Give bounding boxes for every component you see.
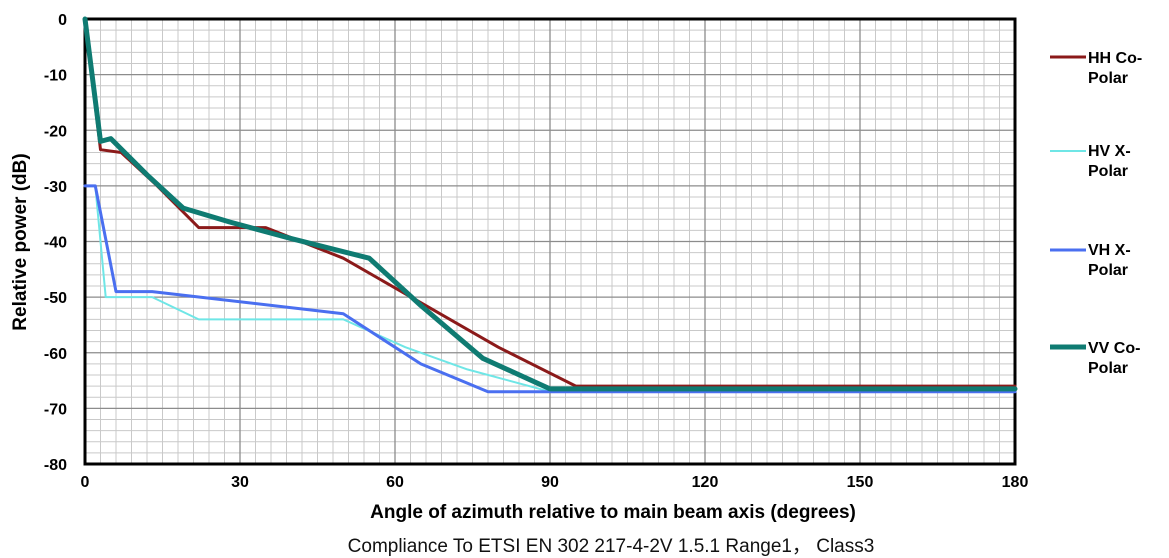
series-line-vv [82,16,1018,392]
legend-label-vv-1: VV Co- [1088,340,1140,357]
y-tick-labels: 0 -10 -20 -30 -40 -50 -60 -70 -80 [44,12,67,474]
legend-label-vh-1: VH X- [1088,242,1131,259]
x-tick-label: 30 [231,474,249,491]
series-line-vh [83,184,1017,394]
y-tick-label: -80 [44,457,67,474]
x-tick-label: 180 [1002,474,1029,491]
x-axis-title: Angle of azimuth relative to main beam a… [370,502,856,523]
y-tick-label: -40 [44,235,67,252]
y-axis-title: Relative power (dB) [10,153,31,330]
legend-label-hh-2: Polar [1088,70,1128,87]
series-line-hv [84,184,1016,393]
plot-area-border [83,17,1017,466]
y-tick-label: -10 [44,68,67,85]
legend-label-hv-2: Polar [1088,163,1128,180]
legend-label-vv-2: Polar [1088,360,1128,377]
x-tick-label: 120 [692,474,719,491]
x-tick-labels: 0 30 60 90 120 150 180 [81,474,1029,491]
legend: HH Co- Polar HV X- Polar VH X- Polar VV … [1050,50,1142,377]
x-tick-label: 0 [81,474,90,491]
x-tick-label: 90 [541,474,559,491]
chart-caption: Compliance To ETSI EN 302 217-4-2V 1.5.1… [348,536,875,557]
y-tick-label: -30 [44,179,67,196]
legend-label-hv-1: HV X- [1088,143,1131,160]
x-tick-label: 60 [386,474,404,491]
y-tick-label: 0 [58,12,67,29]
legend-label-vh-2: Polar [1088,262,1128,279]
y-tick-label: -20 [44,123,67,140]
legend-label-hh-1: HH Co- [1088,50,1142,67]
x-tick-label: 150 [847,474,874,491]
y-tick-label: -50 [44,290,67,307]
y-tick-label: -60 [44,346,67,363]
series-layer [82,16,1018,394]
y-tick-label: -70 [44,401,67,418]
